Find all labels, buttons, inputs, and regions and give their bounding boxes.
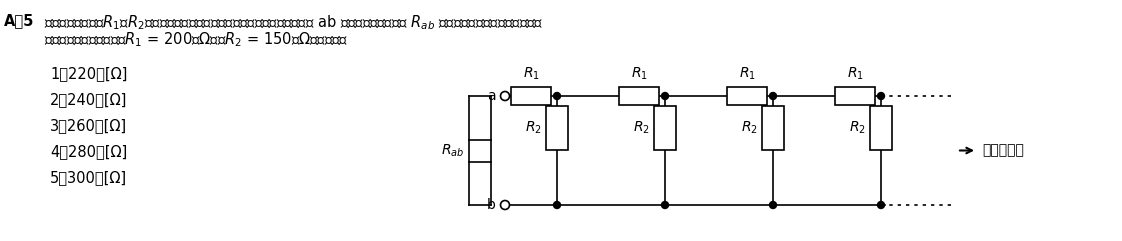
Bar [870, 106, 892, 150]
Text: $R_1$: $R_1$ [631, 66, 647, 82]
Circle shape [553, 201, 561, 208]
Circle shape [770, 93, 776, 100]
Circle shape [770, 201, 776, 208]
Circle shape [500, 92, 509, 100]
Bar [835, 87, 875, 105]
Text: $R_1$: $R_1$ [847, 66, 864, 82]
Text: a: a [487, 89, 496, 103]
Circle shape [553, 93, 561, 100]
Bar [511, 87, 551, 105]
Bar [619, 87, 659, 105]
Text: $R_1$: $R_1$ [738, 66, 755, 82]
Text: 3　260　[Ω]: 3 260 [Ω] [50, 118, 127, 133]
Text: $R_2$: $R_2$ [849, 120, 866, 136]
Text: $R_2$: $R_2$ [525, 120, 542, 136]
Bar [762, 106, 784, 150]
Bar [469, 140, 491, 161]
Circle shape [877, 201, 884, 208]
Text: $R_2$: $R_2$ [633, 120, 650, 136]
Text: b: b [487, 198, 496, 212]
Text: $R_{ab}$: $R_{ab}$ [441, 142, 465, 159]
Text: 5　300　[Ω]: 5 300 [Ω] [50, 170, 127, 185]
Text: $R_2$: $R_2$ [742, 120, 758, 136]
Bar [654, 106, 675, 150]
Text: 4　280　[Ω]: 4 280 [Ω] [50, 144, 127, 159]
Text: A－5: A－5 [4, 13, 35, 28]
Text: 2　240　[Ω]: 2 240 [Ω] [50, 92, 128, 107]
Text: 図に示すように、$R_1$と$R_2$の抗抗が無限に接続されている回路において、端子 ab 間から見た合成抗抗 $R_{ab}$ の値として、正しいものを下の: 図に示すように、$R_1$と$R_2$の抗抗が無限に接続されている回路において、… [44, 13, 543, 32]
Circle shape [877, 93, 884, 100]
Text: 番号から選べ。ただし、$R_1$ = 200［Ω］、$R_2$ = 150［Ω］とする。: 番号から選べ。ただし、$R_1$ = 200［Ω］、$R_2$ = 150［Ω］… [44, 30, 348, 49]
Circle shape [662, 201, 669, 208]
Circle shape [662, 93, 669, 100]
Text: 無限に接続: 無限に接続 [982, 143, 1024, 158]
Text: $R_1$: $R_1$ [523, 66, 540, 82]
Bar [546, 106, 568, 150]
Bar [727, 87, 767, 105]
Text: 1　220　[Ω]: 1 220 [Ω] [50, 66, 128, 81]
Circle shape [500, 201, 509, 209]
